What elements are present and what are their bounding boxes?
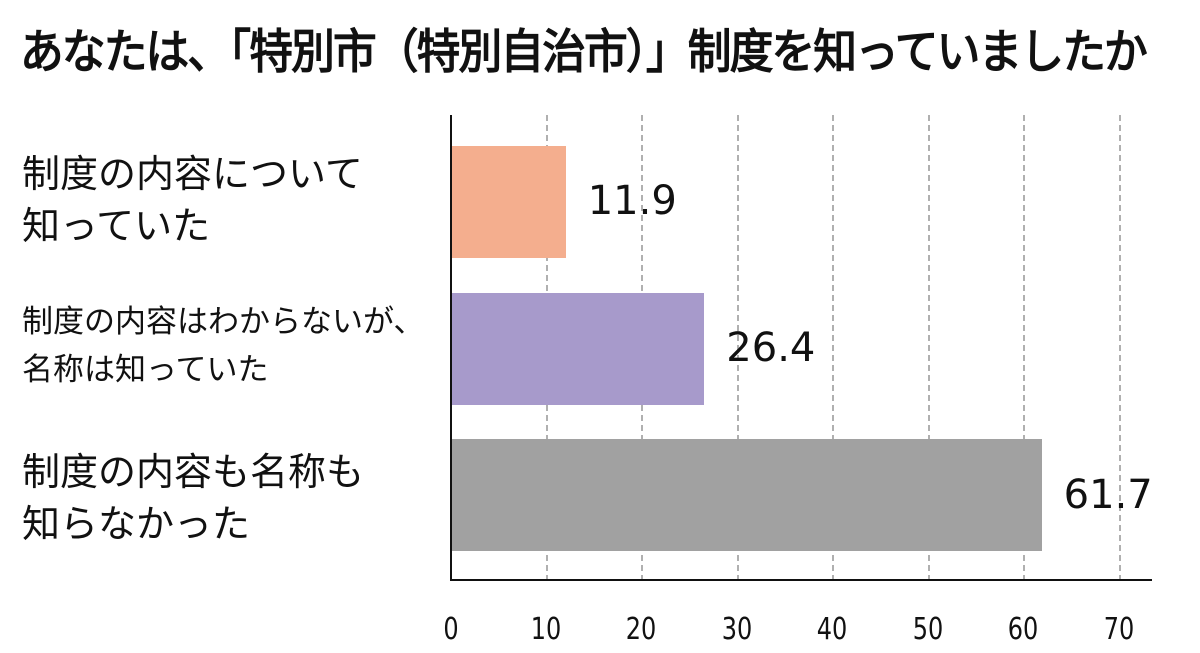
x-axis [450,579,1152,581]
value-label: 26.4 [726,325,816,371]
x-tick-label: 30 [721,612,753,647]
x-tick-label: 50 [912,612,944,647]
value-label: 61.7 [1063,472,1153,518]
gridline [832,115,834,581]
value-label: 11.9 [587,178,677,224]
category-label: 制度の内容も名称も 知らなかった [22,450,365,546]
gridline [1119,115,1121,581]
gridline [928,115,930,581]
x-tick-label: 20 [625,612,657,647]
x-tick-label: 40 [816,612,848,647]
y-axis [450,115,452,581]
gridline [737,115,739,581]
category-label: 制度の内容について 知っていた [22,152,363,248]
x-tick-label: 10 [530,612,562,647]
bar [452,293,705,405]
x-tick-label: 70 [1103,612,1135,647]
chart-title: あなたは、「特別市（特別自治市）」制度を知っていましたか [20,25,1148,80]
category-label: 制度の内容はわからないが、 名称は知っていた [22,304,425,388]
x-tick-label: 0 [443,612,459,647]
bar [452,439,1042,551]
gridline [1023,115,1025,581]
x-tick-label: 60 [1007,612,1039,647]
bar [452,146,566,258]
plot-area: 11.9 26.4 61.7 [450,115,1153,581]
